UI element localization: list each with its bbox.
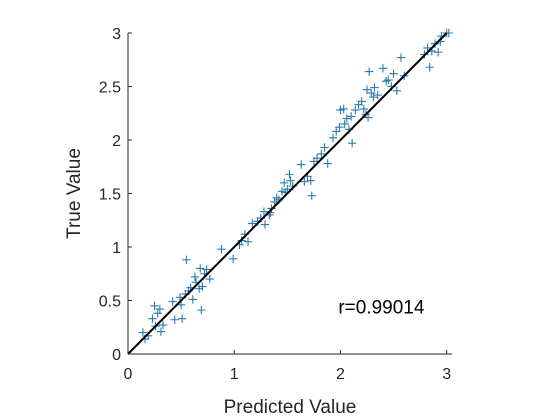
- data-point: [190, 272, 200, 282]
- data-point: [332, 127, 341, 136]
- data-point: [433, 48, 443, 57]
- data-point: [357, 97, 366, 106]
- data-point: [425, 63, 434, 72]
- data-point: [283, 185, 292, 194]
- data-point: [150, 301, 159, 311]
- data-point: [248, 219, 257, 228]
- data-point: [328, 133, 338, 143]
- data-point: [155, 304, 165, 314]
- data-point: [317, 149, 326, 159]
- fit-line: [127, 32, 448, 355]
- data-point: [279, 178, 289, 187]
- data-point: [272, 193, 281, 202]
- y-tick-label: 3: [112, 26, 121, 43]
- data-point: [196, 264, 205, 273]
- data-point: [202, 265, 211, 274]
- y-tick-label: 1: [112, 240, 121, 257]
- data-point: [205, 274, 214, 284]
- data-point: [335, 122, 344, 132]
- x-tick-label: 0: [124, 366, 133, 383]
- data-point: [285, 170, 294, 179]
- data-point: [296, 160, 306, 169]
- data-point: [339, 104, 348, 114]
- data-point: [373, 90, 382, 100]
- data-point: [188, 295, 197, 304]
- x-axis-label: Predicted Value: [224, 397, 357, 418]
- data-point: [392, 86, 401, 95]
- data-point: [170, 315, 179, 324]
- data-point: [363, 113, 373, 122]
- data-point: [369, 93, 378, 102]
- data-point: [243, 237, 253, 246]
- y-tick-label: 1.5: [99, 187, 121, 204]
- data-point: [153, 309, 162, 318]
- data-point: [158, 320, 168, 330]
- data-point: [198, 282, 207, 291]
- data-point: [384, 75, 393, 85]
- y-axis-label: True Value: [64, 148, 85, 239]
- data-point: [138, 328, 148, 337]
- y-tick-label: 0: [112, 347, 121, 364]
- data-point: [300, 177, 309, 186]
- y-tick-label: 2: [112, 133, 121, 150]
- data-point: [367, 88, 376, 98]
- y-tick-label: 0.5: [99, 294, 121, 311]
- data-point: [177, 314, 187, 323]
- data-point: [351, 105, 360, 115]
- data-point: [168, 297, 177, 306]
- data-point: [320, 143, 329, 152]
- data-point: [378, 64, 388, 73]
- data-point: [259, 207, 269, 216]
- data-point: [182, 255, 191, 265]
- data-point: [362, 85, 372, 94]
- data-point: [381, 76, 391, 86]
- data-point: [347, 139, 357, 148]
- correlation-annotation: r=0.99014: [338, 297, 425, 318]
- data-point: [306, 176, 315, 185]
- data-point: [370, 83, 379, 92]
- data-point: [364, 67, 374, 76]
- data-point: [359, 104, 369, 114]
- data-point: [396, 53, 406, 62]
- y-tick-label: 2.5: [99, 80, 121, 97]
- data-point: [148, 314, 157, 323]
- data-point: [323, 159, 332, 168]
- data-point: [176, 300, 186, 309]
- x-tick-label: 2: [336, 366, 345, 383]
- x-tick-label: 1: [230, 366, 239, 383]
- data-point: [340, 119, 349, 129]
- data-point: [389, 69, 398, 78]
- data-point: [270, 197, 279, 207]
- data-point: [228, 254, 238, 263]
- data-point: [260, 220, 270, 229]
- data-point: [156, 327, 166, 336]
- data-point: [286, 176, 295, 185]
- data-point: [217, 244, 226, 254]
- data-point: [342, 114, 352, 123]
- data-point: [346, 112, 356, 121]
- x-tick-label: 3: [442, 366, 451, 383]
- data-point: [423, 43, 432, 53]
- data-point: [307, 191, 316, 200]
- data-point: [197, 305, 206, 315]
- data-point: [312, 153, 322, 163]
- y-axis-ticks: 0 0.5 1 1.5 2 2.5 3: [99, 26, 132, 364]
- x-axis-ticks: 0 1 2 3: [124, 350, 451, 383]
- data-point: [175, 293, 185, 302]
